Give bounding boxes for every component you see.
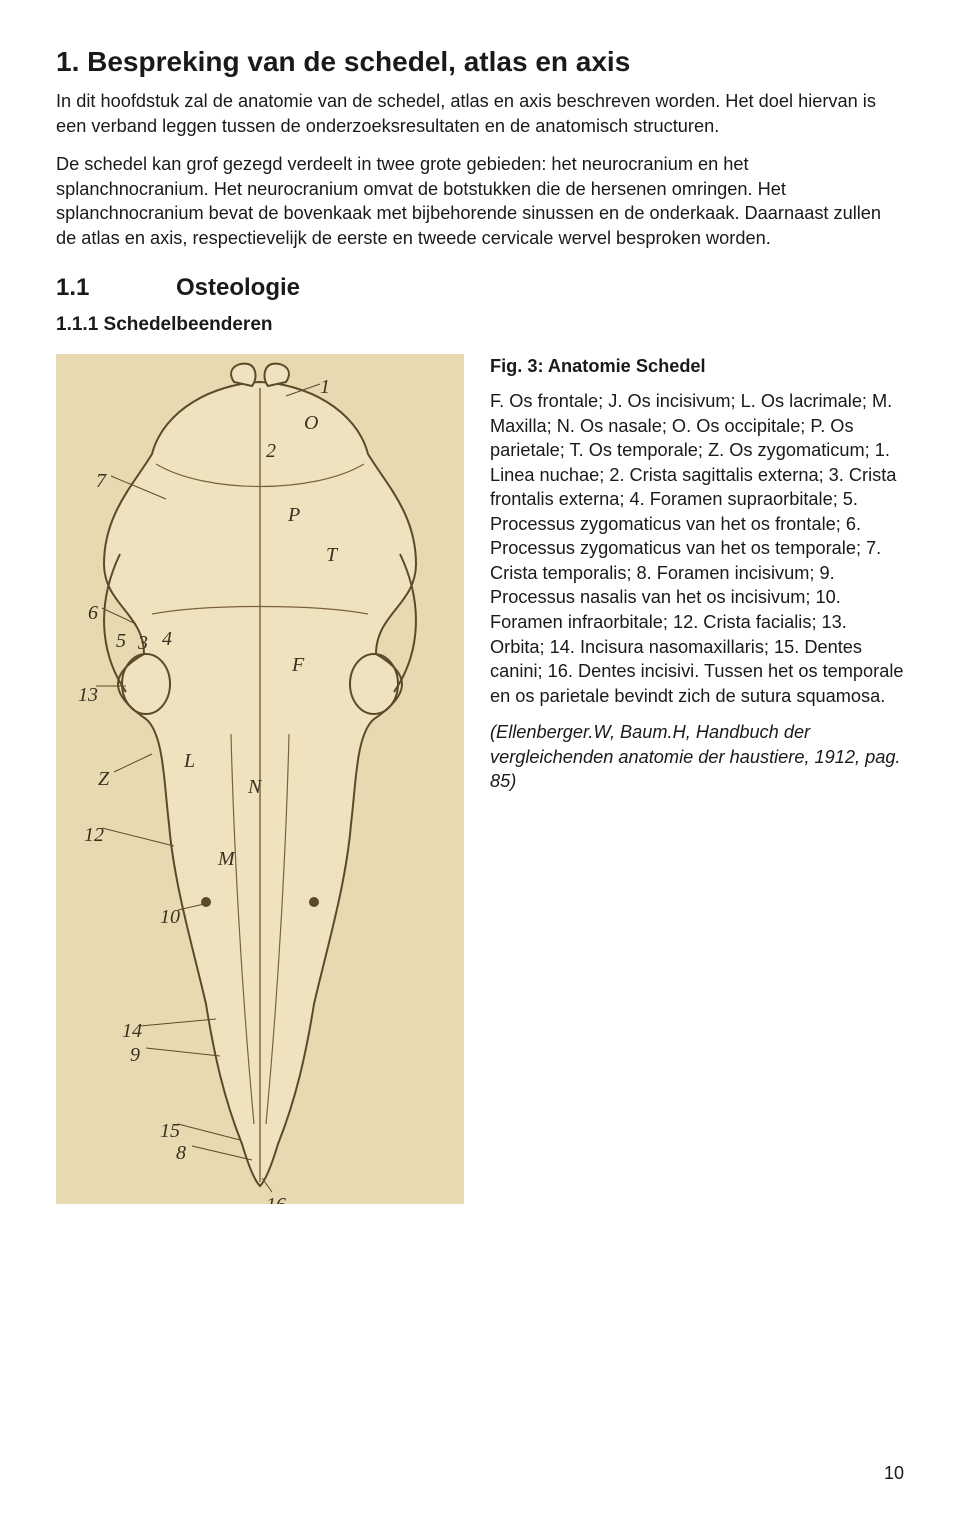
skull-label: 15 (160, 1120, 180, 1143)
skull-label: O (304, 412, 318, 435)
figure-caption: Fig. 3: Anatomie Schedel F. Os frontale;… (490, 354, 904, 794)
skull-label: L (184, 750, 195, 773)
skull-label: 6 (88, 602, 98, 625)
section-number: 1.1 (56, 274, 176, 302)
intro-paragraph-2: De schedel kan grof gezegd verdeelt in t… (56, 152, 904, 250)
figure-credit: (Ellenberger.W, Baum.H, Handbuch der ver… (490, 720, 904, 794)
skull-label: 2 (266, 440, 276, 463)
intro-paragraph-1: In dit hoofdstuk zal de anatomie van de … (56, 89, 904, 138)
figure-image-skull: 1O 2 7 P T 6534 F 13 L Z N 12 M 10 149 158 16 (56, 354, 464, 1204)
subsection-heading-1-1-1: 1.1.1 Schedelbeenderen (56, 314, 904, 336)
skull-label: 13 (78, 684, 98, 707)
page-number: 10 (884, 1463, 904, 1484)
skull-label: F (292, 654, 304, 677)
section-text: Osteologie (176, 274, 300, 301)
skull-label: T (326, 544, 337, 567)
figure-title: Fig. 3: Anatomie Schedel (490, 354, 904, 379)
skull-label: 16 (266, 1194, 286, 1204)
skull-label: 12 (84, 824, 104, 847)
chapter-title: 1. Bespreking van de schedel, atlas en a… (56, 44, 904, 79)
skull-label: 14 (122, 1020, 142, 1043)
skull-label: 8 (176, 1142, 186, 1165)
skull-label: 10 (160, 906, 180, 929)
figure-legend: F. Os frontale; J. Os incisivum; L. Os l… (490, 389, 904, 708)
skull-label: 1 (320, 376, 330, 399)
section-heading-1-1: 1.1Osteologie (56, 274, 904, 302)
skull-label: 5 (116, 630, 126, 653)
skull-label: 7 (96, 470, 106, 493)
skull-label: 4 (162, 628, 172, 651)
skull-label: M (218, 848, 235, 871)
skull-label: 3 (138, 632, 148, 655)
skull-label: 9 (130, 1044, 140, 1067)
figure-row: 1O 2 7 P T 6534 F 13 L Z N 12 M 10 149 158 16 Fig. 3: An… (56, 354, 904, 1204)
skull-label: P (288, 504, 300, 527)
skull-label: N (248, 776, 261, 799)
skull-label: Z (98, 768, 109, 791)
